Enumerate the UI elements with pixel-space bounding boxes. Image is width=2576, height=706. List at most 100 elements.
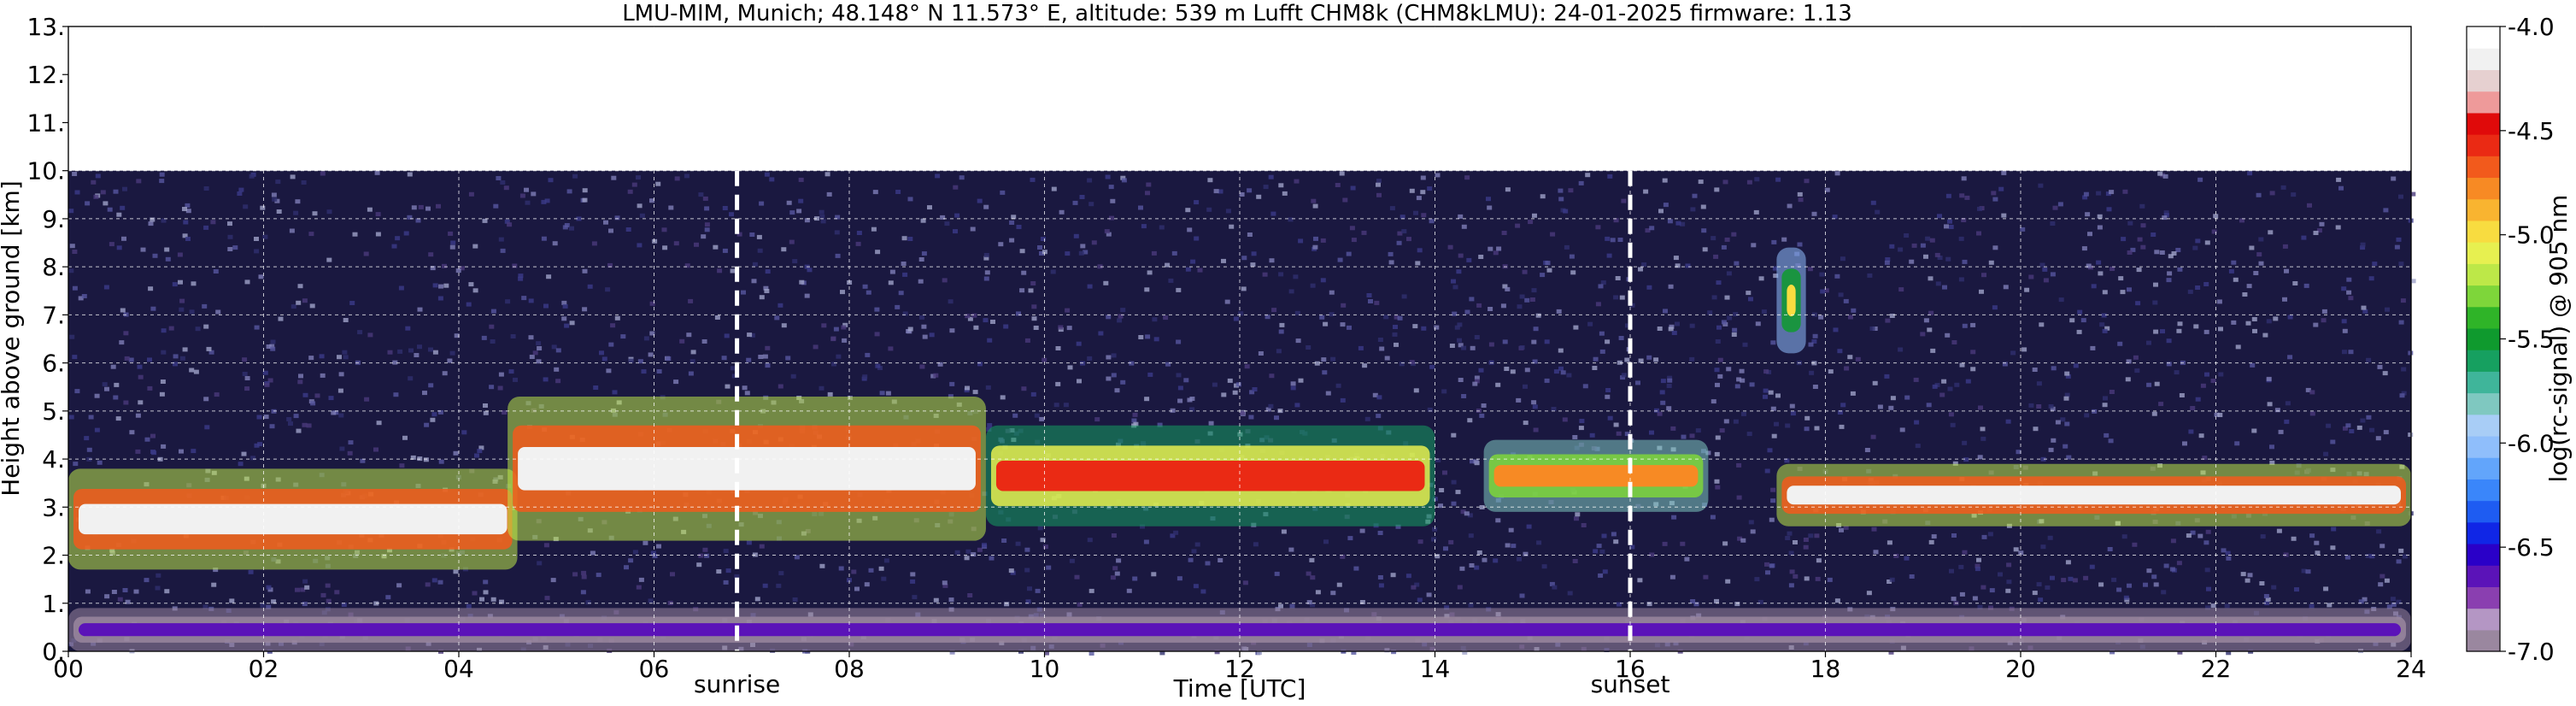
noise-pixel [360, 458, 366, 463]
noise-pixel [290, 174, 296, 179]
noise-pixel [1798, 197, 1804, 203]
noise-pixel [1970, 367, 1976, 372]
noise-pixel [2032, 368, 2038, 372]
noise-pixel [819, 209, 824, 215]
noise-pixel [2193, 324, 2199, 329]
noise-pixel [1190, 259, 1196, 264]
noise-pixel [2110, 267, 2115, 271]
noise-pixel [2285, 401, 2291, 406]
noise-pixel [736, 232, 742, 237]
noise-pixel [799, 279, 805, 285]
noise-pixel [2163, 213, 2169, 218]
noise-pixel [2321, 318, 2327, 323]
noise-pixel [1736, 462, 1742, 468]
noise-pixel [2278, 429, 2284, 434]
noise-pixel [1693, 602, 1699, 607]
noise-pixel [1413, 210, 1418, 215]
noise-pixel [107, 207, 113, 212]
noise-pixel [2077, 309, 2083, 315]
noise-pixel [2247, 171, 2253, 176]
noise-pixel [2153, 282, 2158, 287]
noise-pixel [72, 172, 78, 176]
noise-pixel [173, 354, 179, 359]
noise-pixel [789, 210, 795, 215]
noise-pixel [1931, 534, 1937, 539]
noise-pixel [2146, 382, 2152, 387]
noise-pixel [1131, 418, 1137, 423]
noise-pixel [1740, 538, 1746, 543]
noise-pixel [1098, 331, 1104, 336]
noise-pixel [417, 344, 422, 350]
noise-pixel [2231, 260, 2237, 265]
noise-pixel [1268, 403, 1274, 409]
noise-pixel [576, 216, 582, 221]
noise-pixel [490, 309, 496, 314]
noise-pixel [1362, 363, 1368, 368]
noise-pixel [2316, 228, 2322, 233]
colorbar-segment [2467, 543, 2500, 566]
noise-pixel [1144, 287, 1150, 292]
noise-pixel [813, 344, 819, 350]
noise-pixel [1911, 243, 1917, 248]
noise-pixel [949, 381, 955, 386]
noise-pixel [607, 262, 613, 268]
noise-pixel [1770, 340, 1776, 345]
noise-pixel [1617, 360, 1622, 365]
noise-pixel [716, 569, 722, 574]
noise-pixel [548, 178, 554, 183]
y-tick-label: 6. [42, 350, 65, 378]
noise-pixel [1567, 591, 1573, 596]
noise-pixel [967, 593, 973, 597]
noise-pixel [1998, 186, 2004, 191]
noise-pixel [2341, 319, 2347, 324]
noise-pixel [1725, 579, 1731, 584]
noise-pixel [2379, 544, 2385, 549]
noise-pixel [970, 227, 976, 232]
noise-pixel [673, 379, 679, 385]
noise-pixel [1221, 392, 1227, 397]
noise-pixel [1978, 405, 1983, 410]
noise-pixel [1349, 226, 1355, 231]
noise-pixel [271, 599, 277, 604]
noise-pixel [1942, 285, 1947, 290]
noise-pixel [555, 379, 561, 384]
noise-pixel [1145, 191, 1150, 196]
noise-pixel [1376, 179, 1382, 184]
noise-pixel [2086, 263, 2092, 268]
noise-pixel [1809, 370, 1815, 375]
y-tick-label: 11. [26, 109, 65, 137]
noise-pixel [243, 204, 249, 209]
noise-pixel [449, 244, 455, 250]
noise-pixel [1524, 368, 1530, 373]
noise-pixel [1517, 304, 1523, 309]
noise-pixel [2163, 563, 2169, 568]
noise-pixel [561, 300, 567, 305]
noise-pixel [2104, 326, 2110, 331]
noise-pixel [1746, 432, 1752, 437]
noise-pixel [2348, 296, 2354, 301]
noise-pixel [1448, 539, 1454, 544]
noise-pixel [1241, 256, 1247, 261]
noise-pixel [1866, 591, 1872, 596]
noise-pixel [1771, 433, 1777, 438]
noise-pixel [1269, 258, 1275, 263]
noise-pixel [754, 597, 760, 602]
noise-pixel [1469, 297, 1475, 302]
noise-pixel [2153, 329, 2159, 334]
noise-pixel [1981, 534, 1987, 539]
noise-pixel [977, 547, 983, 552]
noise-pixel [1707, 310, 1713, 315]
noise-pixel [2055, 420, 2061, 425]
noise-pixel [2244, 578, 2250, 583]
noise-pixel [147, 385, 153, 391]
noise-pixel [2177, 267, 2183, 272]
noise-pixel [2192, 245, 2198, 250]
noise-pixel [1080, 244, 1086, 249]
noise-pixel [2020, 227, 2026, 232]
noise-pixel [1726, 271, 1732, 276]
noise-pixel [2253, 271, 2259, 275]
noise-pixel [2250, 362, 2256, 368]
noise-pixel [1405, 574, 1411, 579]
noise-pixel [756, 234, 762, 239]
noise-pixel [1572, 435, 1578, 439]
